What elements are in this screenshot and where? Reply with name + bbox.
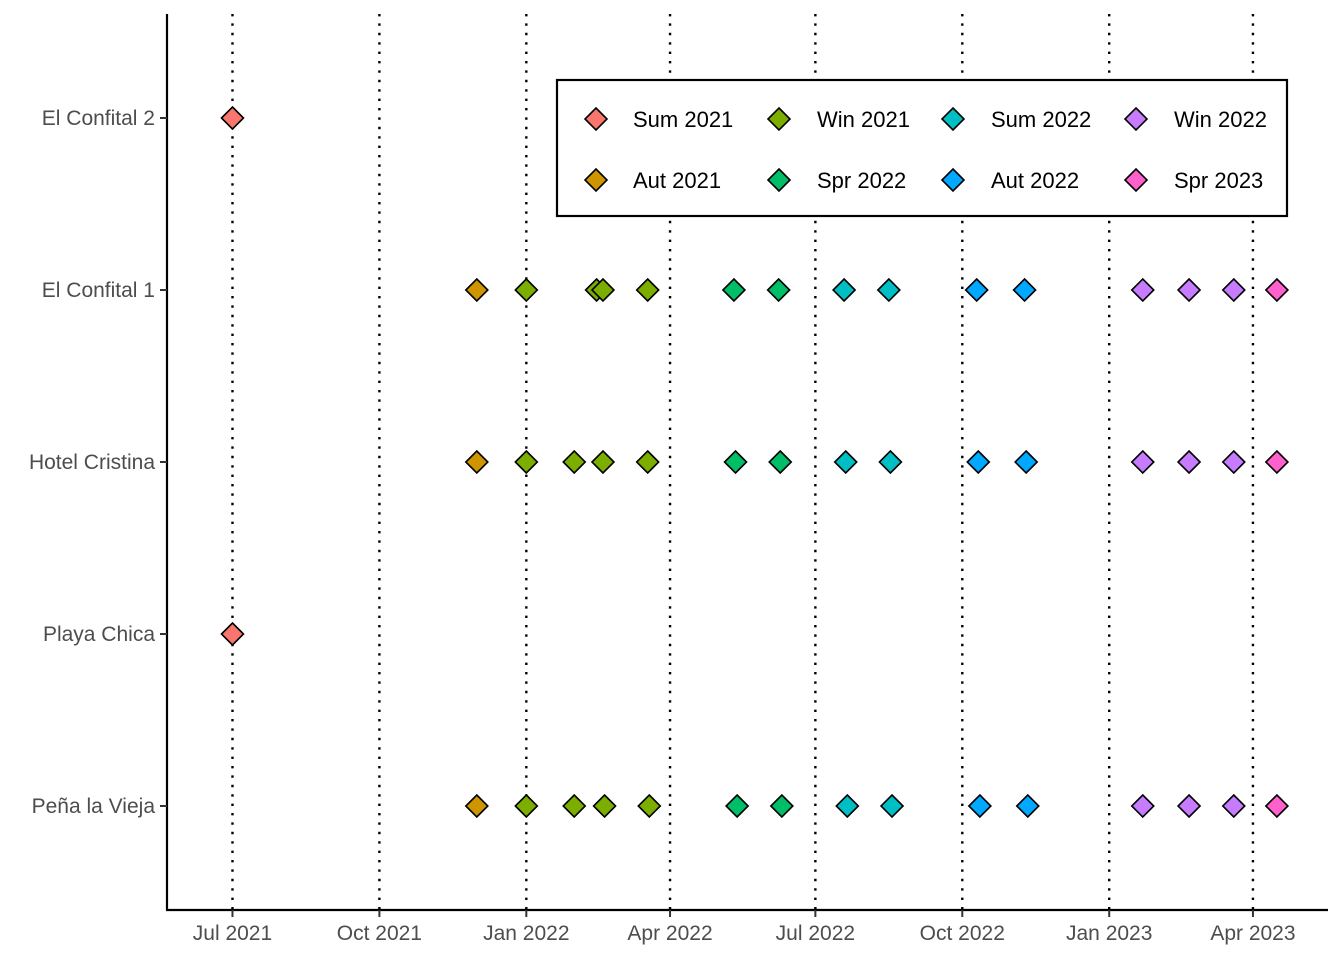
data-point-win-2021 [592, 793, 617, 819]
data-point-sum-2022 [876, 277, 901, 303]
legend-key-sum-2021 [583, 106, 609, 132]
y-tick-label-playa-chica: Playa Chica [43, 623, 155, 646]
y-tick-label-hotel-cristina: Hotel Cristina [29, 451, 155, 474]
x-tick-label: Jan 2022 [483, 922, 569, 945]
data-point-spr-2023 [1264, 277, 1290, 303]
data-point-spr-2023 [1264, 449, 1290, 475]
legend-label-aut-2022: Aut 2022 [991, 168, 1079, 193]
data-point-win-2021 [635, 277, 660, 303]
legend-items: Sum 2021 Aut 2021 Win 2021 Spr 2022 Sum 2022… [583, 106, 1267, 193]
y-tick-label-pena-la-vieja: Peña la Vieja [32, 795, 156, 818]
legend-key-win-2021 [766, 106, 792, 132]
legend-key-spr-2023 [1123, 167, 1149, 193]
data-point-spr-2022 [769, 793, 794, 819]
data-point-win-2021 [562, 449, 587, 475]
x-tick-label: Oct 2021 [337, 922, 422, 945]
data-point-win-2021 [562, 793, 587, 819]
x-tick-label: Apr 2022 [627, 922, 712, 945]
legend-label-spr-2022: Spr 2022 [817, 168, 906, 193]
data-point-aut-2022 [1012, 277, 1037, 303]
legend-label-win-2022: Win 2022 [1174, 107, 1267, 132]
data-point-aut-2022 [1014, 449, 1039, 475]
data-point-sum-2022 [833, 449, 858, 475]
data-point-win-2021 [635, 449, 660, 475]
data-point-sum-2022 [879, 793, 905, 819]
data-point-win-2022 [1176, 793, 1202, 819]
data-point-spr-2022 [766, 277, 791, 303]
x-tick-label: Jul 2022 [776, 922, 855, 945]
y-tick-label-el-confital-1: El Confital 1 [42, 279, 155, 302]
data-point-aut-2021 [464, 793, 489, 819]
data-points [220, 105, 1290, 819]
data-point-win-2021 [590, 449, 616, 475]
data-point-sum-2022 [831, 277, 857, 303]
data-point-win-2022 [1221, 793, 1246, 819]
legend-label-sum-2022: Sum 2022 [991, 107, 1091, 132]
data-point-spr-2022 [768, 449, 793, 475]
data-point-win-2021 [514, 449, 539, 475]
legend: Sum 2021 Aut 2021 Win 2021 Spr 2022 Sum 2022… [555, 78, 1289, 218]
legend-label-spr-2023: Spr 2023 [1174, 168, 1263, 193]
legend-key-sum-2022 [940, 106, 966, 132]
data-point-spr-2023 [1264, 793, 1290, 819]
y-axis-ticks: Peña la Vieja Playa Chica Hotel Cristina El… [29, 107, 167, 818]
x-tick-label: Jul 2021 [193, 922, 272, 945]
data-point-aut-2021 [464, 449, 489, 475]
legend-label-win-2021: Win 2021 [817, 107, 910, 132]
data-point-aut-2022 [964, 277, 989, 303]
data-point-sum-2021 [220, 105, 245, 131]
x-axis-ticks: Jul 2021 Oct 2021 Jan 2022 Apr 2022 Jul 2022… [193, 910, 1296, 945]
data-point-win-2021 [590, 277, 616, 303]
data-point-win-2022 [1221, 449, 1246, 475]
data-point-aut-2021 [464, 277, 489, 303]
data-point-sum-2021 [220, 621, 245, 647]
data-point-spr-2022 [721, 277, 747, 303]
x-tick-label: Oct 2022 [920, 922, 1005, 945]
data-point-win-2022 [1130, 277, 1155, 303]
data-point-aut-2022 [967, 793, 992, 819]
legend-key-aut-2022 [940, 167, 966, 193]
x-tick-label: Jan 2023 [1066, 922, 1152, 945]
x-tick-label: Apr 2023 [1210, 922, 1295, 945]
data-point-spr-2022 [724, 793, 750, 819]
data-point-win-2022 [1221, 277, 1246, 303]
legend-key-win-2022 [1123, 106, 1149, 132]
data-point-win-2022 [1176, 277, 1202, 303]
data-point-sum-2022 [835, 793, 860, 819]
data-point-spr-2022 [723, 449, 748, 475]
y-tick-label-el-confital-2: El Confital 2 [42, 107, 155, 130]
legend-key-aut-2021 [583, 167, 609, 193]
data-point-aut-2022 [1015, 793, 1040, 819]
legend-box [555, 78, 1289, 218]
legend-label-aut-2021: Aut 2021 [633, 168, 721, 193]
data-point-aut-2022 [966, 449, 991, 475]
data-point-win-2021 [514, 277, 539, 303]
legend-label-sum-2021: Sum 2021 [633, 107, 733, 132]
data-point-win-2022 [1176, 449, 1202, 475]
data-point-sum-2022 [878, 449, 903, 475]
data-point-win-2022 [1130, 449, 1155, 475]
legend-key-spr-2022 [766, 167, 792, 193]
data-point-win-2021 [514, 793, 539, 819]
data-point-win-2021 [637, 793, 662, 819]
data-point-win-2022 [1130, 793, 1155, 819]
